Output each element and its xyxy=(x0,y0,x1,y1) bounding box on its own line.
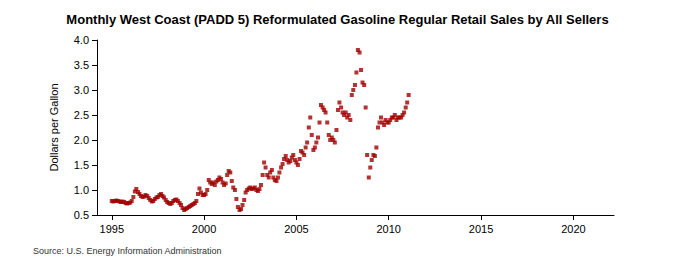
svg-text:2.5: 2.5 xyxy=(74,109,89,121)
svg-text:2005: 2005 xyxy=(284,223,308,235)
svg-text:0.5: 0.5 xyxy=(74,209,89,221)
svg-text:3.0: 3.0 xyxy=(74,84,89,96)
svg-text:4.0: 4.0 xyxy=(74,34,89,46)
svg-text:2015: 2015 xyxy=(469,223,493,235)
svg-text:3.5: 3.5 xyxy=(74,59,89,71)
svg-text:1.5: 1.5 xyxy=(74,159,89,171)
svg-text:Monthly West Coast (PADD 5) Re: Monthly West Coast (PADD 5) Reformulated… xyxy=(66,12,608,27)
svg-text:1.0: 1.0 xyxy=(74,184,89,196)
svg-text:2020: 2020 xyxy=(561,223,585,235)
svg-text:2010: 2010 xyxy=(376,223,400,235)
svg-text:Source: U.S. Energy Informatio: Source: U.S. Energy Information Administ… xyxy=(33,246,222,256)
svg-text:Dollars per Gallon: Dollars per Gallon xyxy=(48,83,60,171)
svg-text:1995: 1995 xyxy=(100,223,124,235)
svg-text:2.0: 2.0 xyxy=(74,134,89,146)
svg-text:2000: 2000 xyxy=(192,223,216,235)
